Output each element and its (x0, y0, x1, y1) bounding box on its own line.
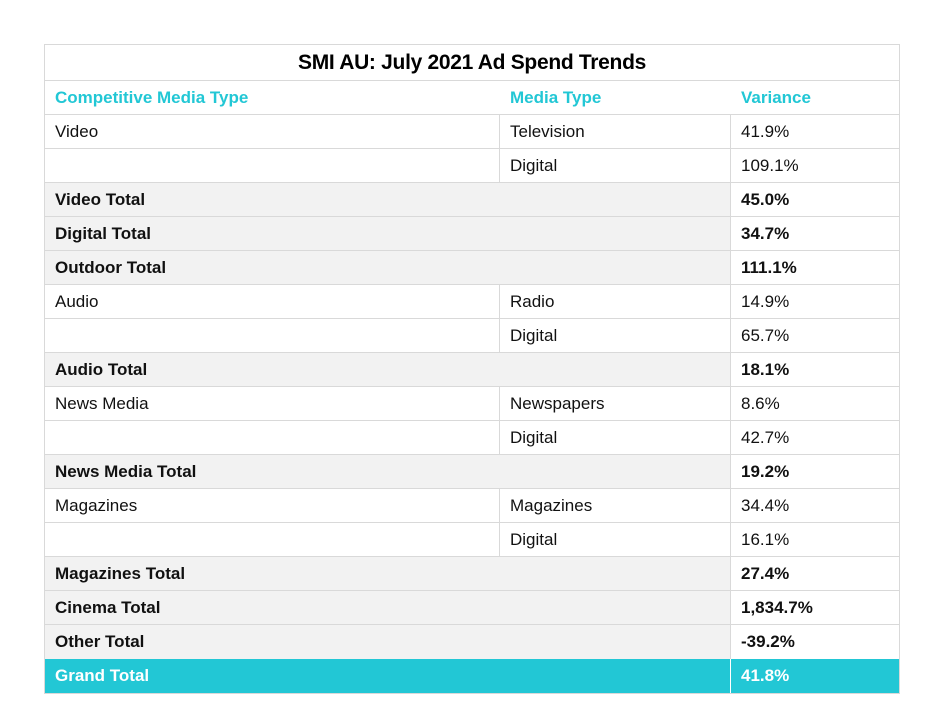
total-row: Magazines Total 27.4% (45, 557, 899, 591)
media-type-cell: Digital (499, 523, 730, 556)
total-variance: 27.4% (730, 557, 899, 590)
variance-cell: 41.9% (730, 115, 899, 148)
total-label: News Media Total (55, 462, 197, 481)
total-variance: 111.1% (730, 251, 899, 284)
media-type-cell: Magazines (499, 489, 730, 522)
variance-cell: 14.9% (730, 285, 899, 318)
total-variance: 1,834.7% (730, 591, 899, 624)
total-label: Audio Total (55, 360, 148, 379)
table-body: Video Television 41.9% Digital 109.1% Video T… (45, 115, 899, 659)
media-type-cell: Television (499, 115, 730, 148)
header-variance: Variance (730, 81, 899, 114)
total-label: Other Total (55, 632, 145, 651)
total-row: Video Total 45.0% (45, 183, 899, 217)
competitive-media-type-cell: News Media (55, 394, 149, 413)
total-label: Cinema Total (55, 598, 161, 617)
total-variance: -39.2% (730, 625, 899, 659)
competitive-media-type-cell (45, 421, 499, 454)
competitive-media-type-cell (45, 149, 499, 182)
competitive-media-type-cell: Video (55, 122, 99, 141)
competitive-media-type-cell: Audio (55, 292, 99, 311)
total-variance: 34.7% (730, 217, 899, 250)
table-row: Magazines Magazines 34.4% (45, 489, 899, 523)
total-label: Digital Total (55, 224, 152, 243)
table-row: Video Television 41.9% (45, 115, 899, 149)
media-type-cell: Digital (499, 149, 730, 182)
header-media-type: Media Type (499, 81, 730, 114)
grand-total-label: Grand Total (55, 666, 150, 685)
total-variance: 45.0% (730, 183, 899, 216)
variance-cell: 65.7% (730, 319, 899, 352)
media-type-cell: Digital (499, 319, 730, 352)
media-type-cell: Digital (499, 421, 730, 454)
media-type-cell: Newspapers (499, 387, 730, 420)
table-row: Digital 65.7% (45, 319, 899, 353)
total-variance: 19.2% (730, 455, 899, 488)
media-type-cell: Radio (499, 285, 730, 318)
competitive-media-type-cell: Magazines (55, 496, 138, 515)
competitive-media-type-cell (45, 523, 499, 556)
total-row: Other Total -39.2% (45, 625, 899, 659)
table-row: Digital 42.7% (45, 421, 899, 455)
competitive-media-type-cell (45, 319, 499, 352)
table-row: Digital 16.1% (45, 523, 899, 557)
variance-cell: 8.6% (730, 387, 899, 420)
ad-spend-table: SMI AU: July 2021 Ad Spend Trends Compet… (44, 44, 900, 694)
variance-cell: 109.1% (730, 149, 899, 182)
total-row: Audio Total 18.1% (45, 353, 899, 387)
variance-cell: 42.7% (730, 421, 899, 454)
variance-cell: 34.4% (730, 489, 899, 522)
grand-total-row: Grand Total 41.8% (45, 659, 899, 693)
total-variance: 18.1% (730, 353, 899, 386)
total-label: Outdoor Total (55, 258, 167, 277)
table-row: Audio Radio 14.9% (45, 285, 899, 319)
total-row: Outdoor Total 111.1% (45, 251, 899, 285)
variance-cell: 16.1% (730, 523, 899, 556)
total-row: News Media Total 19.2% (45, 455, 899, 489)
total-label: Video Total (55, 190, 146, 209)
header-competitive-media-type: Competitive Media Type (55, 88, 249, 107)
total-row: Cinema Total 1,834.7% (45, 591, 899, 625)
table-row: News Media Newspapers 8.6% (45, 387, 899, 421)
total-row: Digital Total 34.7% (45, 217, 899, 251)
table-title: SMI AU: July 2021 Ad Spend Trends (45, 45, 899, 81)
total-label: Magazines Total (55, 564, 186, 583)
grand-total-variance: 41.8% (730, 659, 899, 693)
table-header-row: Competitive Media Type Media Type Varian… (45, 81, 899, 115)
table-row: Digital 109.1% (45, 149, 899, 183)
